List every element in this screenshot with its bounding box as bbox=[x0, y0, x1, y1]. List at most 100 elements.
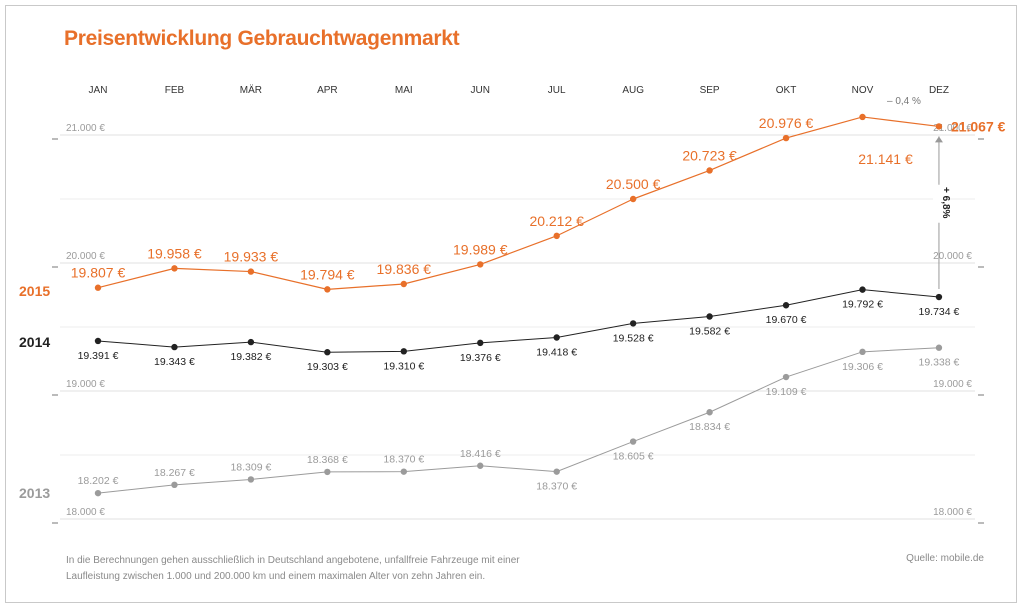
data-point-2013 bbox=[247, 476, 255, 483]
y-tick-label-right: 21.000 € bbox=[933, 123, 972, 134]
data-label-2014: 19.792 € bbox=[842, 299, 883, 311]
data-label-2013: 18.834 € bbox=[689, 421, 730, 433]
data-label-2013: 19.338 € bbox=[919, 357, 960, 369]
y-tick-label-left: 20.000 € bbox=[66, 251, 105, 262]
data-point-2013 bbox=[324, 468, 331, 476]
data-point-2014 bbox=[400, 348, 407, 355]
y-tick-label-left: 18.000 € bbox=[66, 507, 105, 518]
data-label-2013: 18.267 € bbox=[154, 467, 195, 479]
x-tick-label: AUG bbox=[622, 85, 644, 96]
data-point-2013 bbox=[782, 373, 790, 381]
data-label-2014: 19.418 € bbox=[536, 346, 577, 358]
data-point-2013 bbox=[477, 462, 484, 469]
footnote: In die Berechnungen gehen ausschließlich… bbox=[66, 555, 520, 582]
data-label-2015: 19.807 € bbox=[71, 265, 126, 281]
data-label-2013: 19.306 € bbox=[842, 361, 883, 373]
data-label-2013: 18.309 € bbox=[230, 461, 271, 473]
data-label-2013: 18.370 € bbox=[536, 481, 577, 493]
data-point-2014 bbox=[706, 313, 713, 320]
x-tick-label: JAN bbox=[89, 85, 108, 96]
data-label-2014: 19.382 € bbox=[230, 351, 271, 363]
data-label-2015: 20.723 € bbox=[682, 147, 737, 163]
data-point-2013 bbox=[935, 344, 943, 351]
data-label-2015: 19.989 € bbox=[453, 241, 508, 257]
data-label-2014: 19.303 € bbox=[307, 361, 348, 373]
annotation-yoy: + 6,8% bbox=[940, 187, 951, 219]
y-tick-label-right: 19.000 € bbox=[933, 379, 972, 390]
data-point-2014 bbox=[477, 339, 484, 347]
data-point-2013 bbox=[553, 468, 560, 475]
data-label-2014: 19.582 € bbox=[689, 326, 730, 338]
yoy-arrow-head bbox=[934, 136, 943, 143]
data-label-2015: 20.500 € bbox=[606, 176, 661, 192]
data-point-2014 bbox=[94, 337, 102, 345]
data-point-2014 bbox=[629, 320, 637, 327]
data-label-2014: 19.343 € bbox=[154, 356, 195, 368]
data-label-2015: 20.976 € bbox=[759, 115, 814, 131]
data-point-2015 bbox=[171, 265, 178, 272]
data-point-2014 bbox=[935, 293, 943, 301]
data-point-2014 bbox=[553, 334, 560, 341]
data-label-2015: 19.836 € bbox=[377, 261, 432, 277]
x-tick-label: APR bbox=[317, 85, 338, 96]
y-tick-label-left: 19.000 € bbox=[66, 379, 105, 390]
yoy-label-bg bbox=[932, 184, 945, 223]
source-note: Quelle: mobile.de bbox=[906, 553, 984, 564]
data-label-2014: 19.391 € bbox=[78, 350, 119, 362]
data-label-2015: 21.141 € bbox=[858, 151, 913, 167]
data-label-2013: 19.109 € bbox=[766, 386, 807, 398]
data-label-2015: 19.794 € bbox=[300, 266, 355, 282]
data-point-2013 bbox=[94, 489, 102, 497]
data-label-2015: 19.958 € bbox=[147, 245, 202, 261]
x-tick-label: DEZ bbox=[929, 85, 949, 96]
data-label-2013: 18.202 € bbox=[78, 475, 119, 487]
series-line-2014 bbox=[97, 289, 939, 353]
x-tick-label: JUN bbox=[471, 85, 490, 96]
data-label-2015: 21.067 € bbox=[951, 118, 1006, 134]
data-point-2015 bbox=[935, 123, 943, 130]
data-label-2013: 18.416 € bbox=[460, 448, 501, 460]
series-line-2015 bbox=[97, 116, 940, 290]
data-point-2014 bbox=[171, 343, 178, 351]
chart-frame bbox=[5, 5, 1017, 603]
y-tick-label-right: 18.000 € bbox=[933, 507, 972, 518]
data-point-2015 bbox=[553, 232, 560, 240]
y-tick-label-left: 21.000 € bbox=[66, 123, 105, 134]
x-tick-label: NOV bbox=[852, 85, 874, 96]
data-label-2014: 19.376 € bbox=[460, 352, 501, 364]
annotation-nov-dez: – 0,4 % bbox=[887, 96, 921, 107]
data-point-2015 bbox=[859, 113, 866, 121]
data-label-2014: 19.670 € bbox=[766, 314, 807, 326]
data-point-2014 bbox=[859, 286, 866, 293]
x-tick-label: SEP bbox=[700, 85, 720, 96]
data-point-2013 bbox=[400, 468, 407, 475]
data-point-2013 bbox=[171, 481, 178, 489]
data-point-2013 bbox=[629, 438, 637, 445]
data-label-2015: 20.212 € bbox=[529, 213, 584, 229]
data-point-2014 bbox=[782, 302, 790, 309]
data-point-2015 bbox=[247, 268, 255, 275]
series-line-2013 bbox=[97, 347, 939, 494]
x-tick-label: MAI bbox=[395, 85, 413, 96]
data-label-2014: 19.734 € bbox=[919, 306, 960, 318]
data-label-2013: 18.368 € bbox=[307, 454, 348, 466]
x-tick-label: OKT bbox=[776, 85, 797, 96]
series-name-2013: 2013 bbox=[19, 485, 50, 501]
x-tick-label: FEB bbox=[165, 85, 185, 96]
data-label-2014: 19.528 € bbox=[613, 332, 654, 344]
data-label-2014: 19.310 € bbox=[383, 360, 424, 372]
chart-title: Preisentwicklung Gebrauchtwagenmarkt bbox=[64, 27, 460, 50]
data-point-2013 bbox=[859, 348, 866, 356]
series-name-2014: 2014 bbox=[19, 334, 50, 350]
data-point-2015 bbox=[324, 286, 331, 293]
data-label-2013: 18.605 € bbox=[613, 451, 654, 463]
data-label-2015: 19.933 € bbox=[224, 249, 279, 265]
data-label-2013: 18.370 € bbox=[383, 454, 424, 466]
series-name-2015: 2015 bbox=[19, 283, 50, 299]
data-point-2015 bbox=[477, 261, 484, 268]
data-point-2015 bbox=[94, 284, 102, 291]
data-point-2015 bbox=[629, 195, 637, 203]
x-tick-label: JUL bbox=[548, 85, 566, 96]
data-point-2015 bbox=[782, 134, 790, 142]
